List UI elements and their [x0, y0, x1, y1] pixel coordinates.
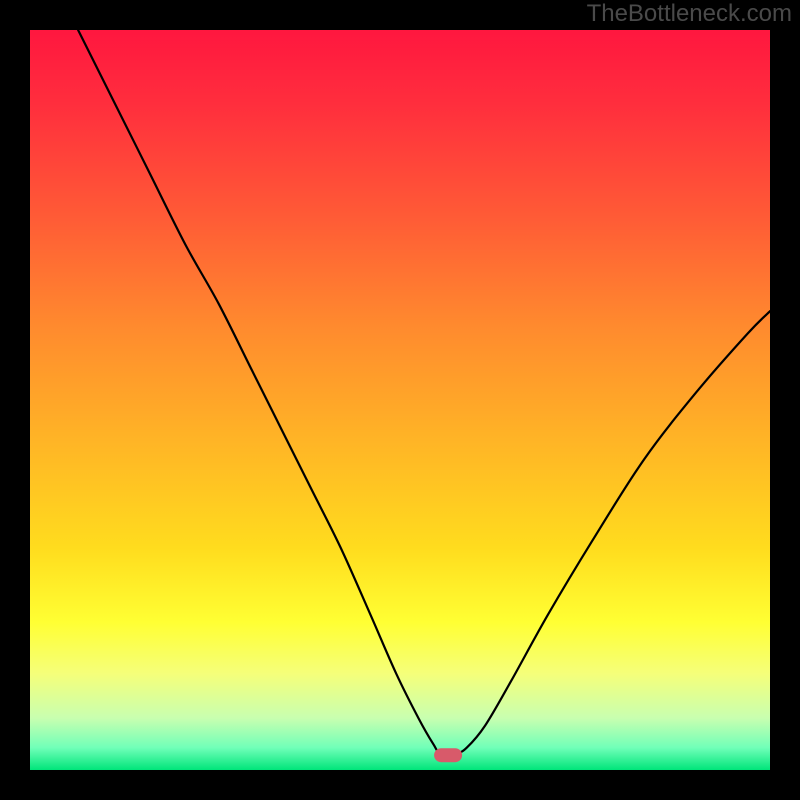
chart-container: TheBottleneck.com — [0, 0, 800, 800]
optimal-marker — [434, 748, 462, 762]
chart-gradient-area — [30, 30, 770, 770]
bottleneck-chart — [0, 0, 800, 800]
